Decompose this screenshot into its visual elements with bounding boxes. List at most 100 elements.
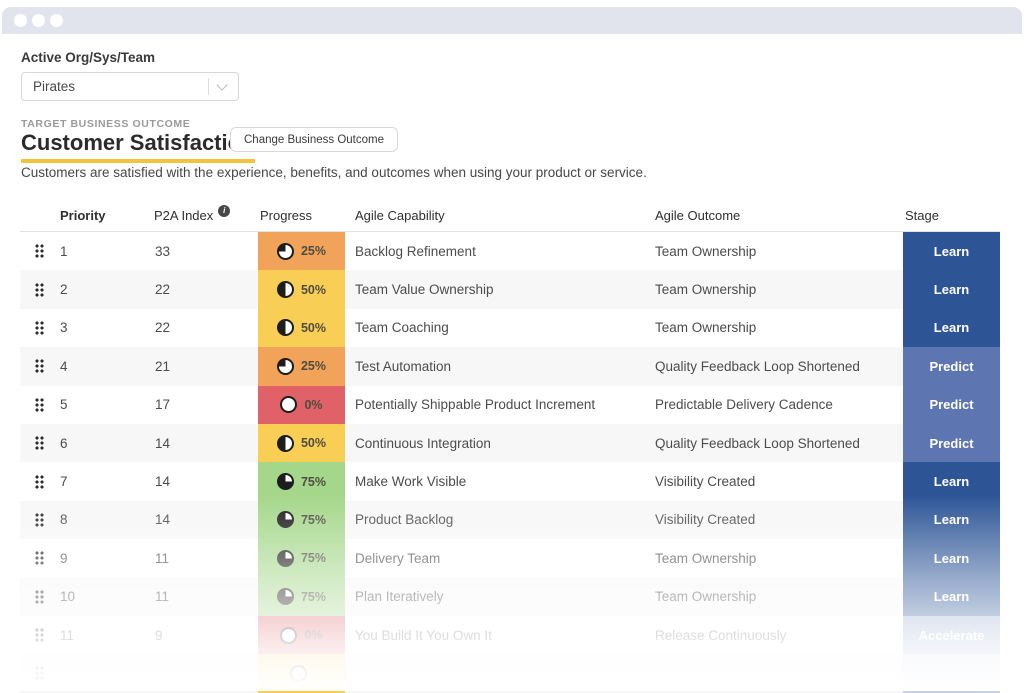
drag-handle-icon[interactable] (35, 474, 44, 489)
drag-handle-icon[interactable] (35, 589, 44, 604)
p2a-index-value: 33 (155, 243, 171, 259)
stage-cell: Learn (903, 270, 1000, 309)
p2a-index-value: 9 (155, 627, 163, 643)
drag-handle-icon[interactable] (35, 551, 44, 566)
table-header-row: Priority P2A Index i Progress Agile Capa… (20, 200, 1000, 232)
window-dot-icon (32, 14, 45, 27)
table-row: 1 33 25% Backlog Refinement Team Ownersh… (20, 232, 1000, 271)
drag-handle-icon[interactable] (35, 397, 44, 412)
table-row: 9 11 75% Delivery Team Team Ownership Le… (20, 539, 1000, 578)
table-row: 3 22 50% Team Coaching Team Ownership Le… (20, 308, 1000, 348)
stage-cell: Learn (903, 232, 1000, 271)
priority-value: 1 (60, 243, 68, 259)
stage-cell: Predict (903, 423, 1000, 463)
p2a-index-value: 11 (155, 589, 170, 605)
priority-value: 5 (60, 397, 68, 413)
column-header-p2a-index: P2A Index i (150, 204, 258, 223)
drag-handle-icon[interactable] (35, 512, 44, 527)
drag-handle-icon[interactable] (35, 359, 44, 374)
progress-pie-icon (276, 281, 294, 299)
drag-handle-icon[interactable] (35, 436, 44, 451)
org-selector-dropdown[interactable]: Pirates (21, 72, 239, 101)
progress-percent: 75% (300, 474, 327, 489)
outcome-value: Visibility Created (655, 474, 756, 490)
stage-cell: Accelerate (903, 615, 1000, 655)
outcome-value: Quality Feedback Loop Shortened (655, 358, 860, 374)
outcome-value: Team Ownership (655, 550, 757, 566)
progress-pie-icon (276, 511, 294, 529)
column-header-agile-outcome: Agile Outcome (655, 208, 741, 223)
progress-percent: 50% (300, 320, 327, 335)
progress-cell: 50% (258, 270, 345, 309)
outcome-value: Predictable Delivery Cadence (655, 397, 833, 413)
outcome-value: Team Ownership (655, 320, 757, 336)
progress-percent: 75% (300, 589, 327, 604)
progress-cell: 25% (258, 232, 345, 271)
table-row: 10 11 75% Plan Iteratively Team Ownershi… (20, 577, 1000, 616)
org-selector-value: Pirates (33, 79, 76, 94)
drag-handle-icon[interactable] (35, 320, 44, 335)
progress-percent: 0% (304, 397, 323, 412)
p2a-index-value: 14 (155, 474, 171, 490)
table-row: 8 14 75% Product Backlog Visibility Crea… (20, 500, 1000, 540)
window-dot-icon (50, 14, 63, 27)
outcome-value: Team Ownership (655, 589, 757, 605)
outcome-value: Quality Feedback Loop Shortened (655, 435, 860, 451)
table-row: 7 14 75% Make Work Visible Visibility Cr… (20, 462, 1000, 501)
capability-value: Continuous Integration (355, 435, 491, 451)
progress-pie-icon (280, 396, 298, 414)
window-dot-icon (14, 14, 27, 27)
progress-cell: 75% (258, 577, 345, 616)
progress-percent: 75% (300, 551, 327, 566)
progress-pie-icon (276, 242, 294, 260)
table-row: 2 22 50% Team Value Ownership Team Owner… (20, 270, 1000, 309)
capability-value: You Build It You Own It (355, 627, 492, 643)
org-selector-label: Active Org/Sys/Team (21, 50, 156, 65)
outcome-value: Team Ownership (655, 282, 757, 298)
drag-handle-icon[interactable] (35, 666, 44, 681)
outcome-value: Visibility Created (655, 512, 756, 528)
chevron-down-icon[interactable] (216, 79, 228, 91)
change-business-outcome-button[interactable]: Change Business Outcome (230, 127, 398, 152)
priority-value: 11 (60, 627, 75, 643)
stage-cell: Predict (903, 347, 1000, 386)
info-icon[interactable]: i (218, 204, 231, 217)
stage-cell (903, 654, 1000, 693)
progress-pie-icon (276, 549, 294, 567)
progress-pie-icon (276, 357, 294, 375)
drag-handle-icon[interactable] (35, 628, 44, 643)
table-row: 5 17 0% Potentially Shippable Product In… (20, 385, 1000, 424)
progress-percent: 50% (300, 282, 327, 297)
capability-value: Delivery Team (355, 550, 441, 566)
p2a-index-value: 22 (155, 282, 171, 298)
progress-percent: 0% (304, 628, 323, 643)
stage-cell: Learn (903, 577, 1000, 616)
progress-percent: 25% (300, 359, 327, 374)
stage-cell: Learn (903, 308, 1000, 348)
progress-cell (258, 654, 345, 693)
column-header-stage: Stage (905, 208, 939, 223)
capability-value (345, 654, 655, 692)
progress-cell: 50% (258, 308, 345, 348)
drag-handle-icon[interactable] (35, 282, 44, 297)
progress-pie-icon (289, 664, 307, 682)
column-header-priority: Priority (60, 208, 106, 223)
window-titlebar (2, 7, 1022, 34)
priority-value: 4 (60, 358, 68, 374)
progress-pie-icon (276, 319, 294, 337)
drag-handle-icon[interactable] (35, 244, 44, 259)
p2a-index-value (150, 654, 258, 692)
p2a-index-value: 11 (155, 550, 170, 566)
stage-cell: Learn (903, 500, 1000, 540)
p2a-index-value: 22 (155, 320, 171, 336)
priority-value: 7 (60, 474, 68, 490)
capability-value: Make Work Visible (355, 474, 467, 490)
column-header-agile-capability: Agile Capability (355, 208, 445, 223)
table-row: 6 14 50% Continuous Integration Quality … (20, 423, 1000, 463)
priority-value: 6 (60, 435, 68, 451)
outcome-value: Team Ownership (655, 243, 757, 259)
progress-percent: 25% (300, 244, 327, 259)
stage-cell: Learn (903, 462, 1000, 501)
priority-value: 10 (60, 589, 76, 605)
stage-cell: Learn (903, 539, 1000, 578)
